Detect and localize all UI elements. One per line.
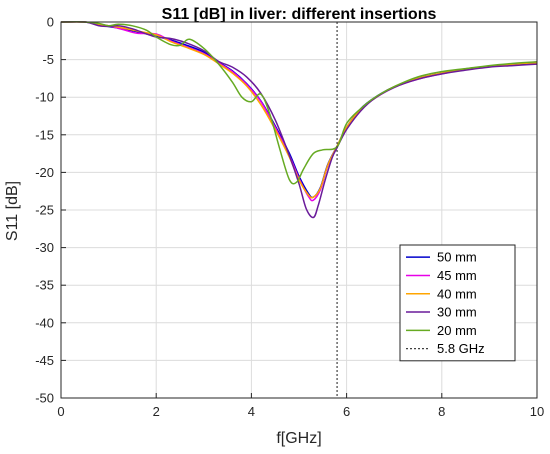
legend-label: 20 mm: [437, 323, 477, 338]
legend-label: 30 mm: [437, 305, 477, 320]
y-tick-label: -50: [35, 391, 54, 406]
legend-label: 5.8 GHz: [437, 341, 485, 356]
x-axis-label: f[GHz]: [276, 430, 321, 447]
x-tick-label: 0: [57, 404, 64, 419]
y-tick-label: -25: [35, 203, 54, 218]
x-tick-label: 8: [438, 404, 445, 419]
legend-label: 40 mm: [437, 286, 477, 301]
y-tick-label: -35: [35, 278, 54, 293]
y-tick-label: -30: [35, 240, 54, 255]
chart-title: S11 [dB] in liver: different insertions: [162, 6, 437, 23]
x-tick-label: 4: [248, 404, 255, 419]
legend-box: [399, 244, 516, 362]
y-tick-label: -40: [35, 315, 54, 330]
y-axis-label: S11 [dB]: [4, 181, 21, 241]
legend: 50 mm 45 mm 40 mm 30 mm 20 mm 5.8 GHz: [399, 244, 516, 362]
y-tick-label: -45: [35, 353, 54, 368]
x-tick-label: 2: [153, 404, 160, 419]
legend-label: 45 mm: [437, 268, 477, 283]
x-tick-label: 10: [530, 404, 544, 419]
series-line-3: [60, 20, 538, 219]
y-tick-label: -20: [35, 165, 54, 180]
y-tick-label: 0: [47, 15, 54, 30]
x-tick-label: 6: [343, 404, 350, 419]
legend-label: 50 mm: [437, 250, 477, 265]
y-tick-label: -15: [35, 127, 54, 142]
axis-ticks: 0 2 4 6 8 10 0 -5 -10 -15 -20 -25 -30 -35 -40 -45 -50: [35, 15, 544, 420]
series-layer: [60, 20, 538, 219]
y-tick-label: -5: [42, 52, 54, 67]
y-tick-label: -10: [35, 90, 54, 105]
series-line-4: [60, 21, 538, 185]
